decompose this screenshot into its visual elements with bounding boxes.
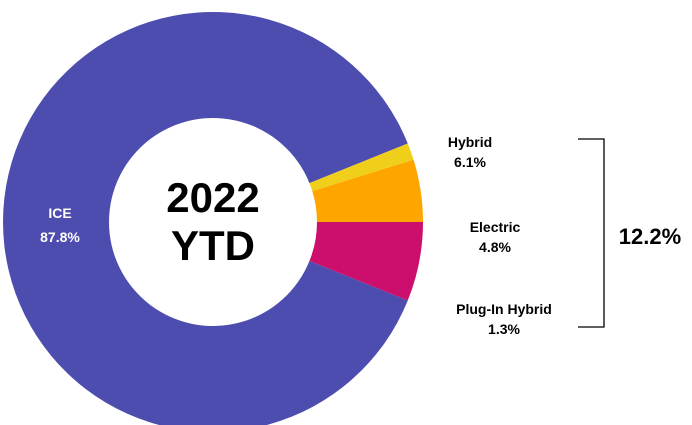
slice-value-electric: 4.8% xyxy=(479,239,511,255)
donut-slice-ice xyxy=(2,12,408,425)
center-label-period: YTD xyxy=(171,222,255,269)
slice-name-hybrid: Hybrid xyxy=(448,134,492,150)
slice-value-plugin-hybrid: 1.3% xyxy=(488,321,520,337)
slice-name-electric: Electric xyxy=(470,219,521,235)
center-label-year: 2022 xyxy=(166,174,259,221)
slice-name-ice: ICE xyxy=(48,205,71,221)
bracket-line xyxy=(578,138,605,328)
slice-value-hybrid: 6.1% xyxy=(454,154,486,170)
slice-name-plugin-hybrid: Plug-In Hybrid xyxy=(456,301,552,317)
donut-slice-electric xyxy=(312,159,423,222)
slice-value-ice: 87.8% xyxy=(40,229,80,245)
bracket-total-label: 12.2% xyxy=(619,224,681,249)
donut-slices xyxy=(2,12,423,425)
donut-slice-hybrid xyxy=(309,222,423,301)
donut-slice-plug-in-hybrid xyxy=(309,143,414,192)
